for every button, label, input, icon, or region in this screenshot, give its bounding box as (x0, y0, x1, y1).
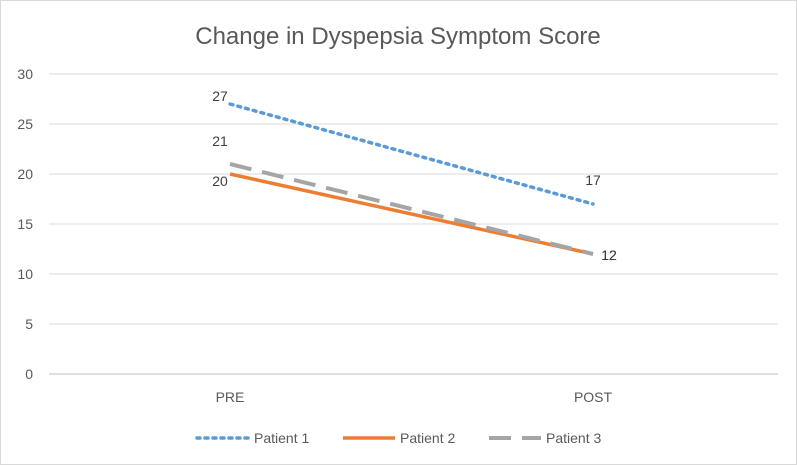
y-tick-label: 20 (17, 166, 33, 182)
y-tick-label: 30 (17, 66, 33, 82)
legend-label-patient-2: Patient 2 (400, 430, 455, 446)
y-tick-label: 5 (25, 316, 33, 332)
data-label: 12 (601, 247, 617, 263)
data-label: 27 (212, 88, 228, 104)
chart-title: Change in Dyspepsia Symptom Score (195, 23, 601, 50)
y-tick-label: 10 (17, 266, 33, 282)
y-tick-label: 0 (25, 366, 33, 382)
series-line-patient-1 (228, 102, 595, 206)
data-label: 12 (601, 247, 617, 263)
data-label: 21 (212, 133, 228, 149)
legend-label-patient-1: Patient 1 (254, 430, 309, 446)
x-tick-label: PRE (216, 389, 245, 405)
data-label: 17 (585, 172, 601, 188)
legend-label-patient-3: Patient 3 (546, 430, 601, 446)
series-line-patient-3 (229, 162, 594, 256)
y-tick-label: 25 (17, 116, 33, 132)
x-tick-label: POST (574, 389, 613, 405)
y-tick-label: 15 (17, 216, 33, 232)
data-label: 20 (212, 173, 228, 189)
